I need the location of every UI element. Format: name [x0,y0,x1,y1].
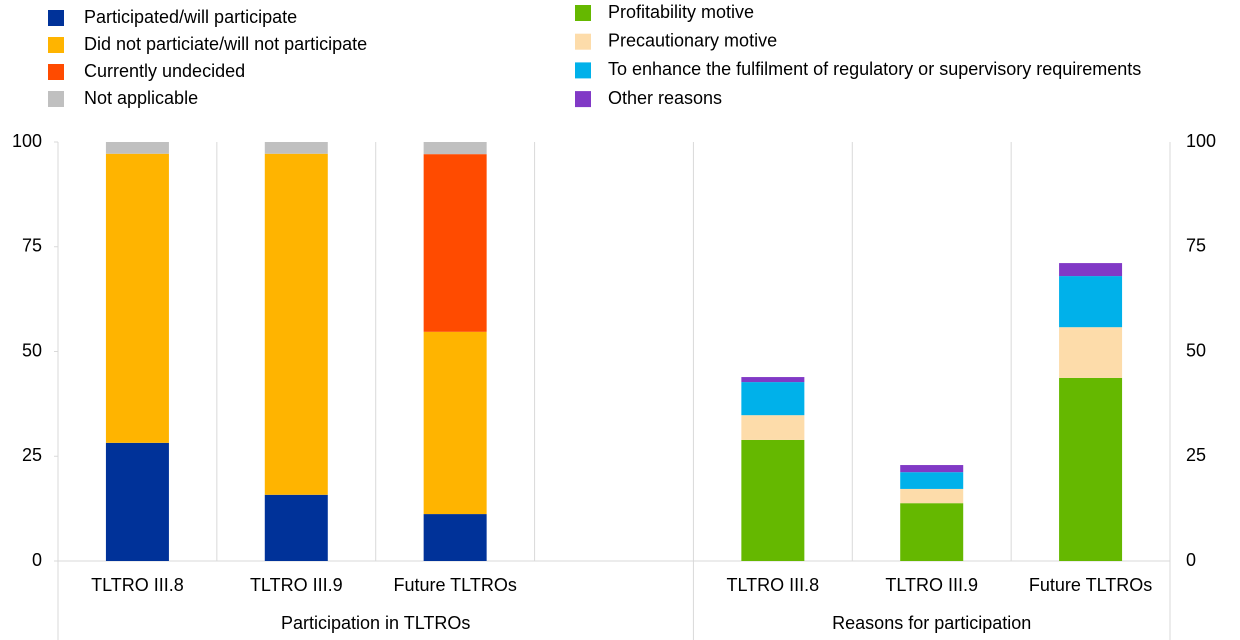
bar-segment [741,377,805,383]
legend-swatch [48,37,64,53]
bar-segment [105,442,169,561]
bar-segment [423,142,487,155]
group-label: Reasons for participation [832,613,1031,633]
bar-segment [423,154,487,332]
bar-segment [423,331,487,515]
bar-segment [1059,276,1123,328]
x-tick-label: TLTRO III.8 [727,575,820,595]
y2-tick-label: 75 [1186,236,1206,256]
legend-label: Currently undecided [84,61,245,81]
group-label: Participation in TLTROs [281,613,470,633]
bar-segment [900,465,964,473]
bar-segment [1059,327,1123,378]
bar-segment [264,494,328,561]
legend-label: Precautionary motive [608,30,777,50]
bar-segment [1059,377,1123,561]
legend-swatch [575,33,591,50]
y2-tick-label: 25 [1186,445,1206,465]
legend-label: Did not particiate/will not participate [84,34,367,54]
y2-tick-label: 50 [1186,340,1206,360]
legend-label: To enhance the fulfilment of regulatory … [608,59,1141,79]
bar-segment [741,382,805,416]
y-tick-label: 75 [22,236,42,256]
x-tick-label: TLTRO III.9 [250,575,343,595]
legend-swatch [48,10,64,26]
bar-segment [423,514,487,561]
bar-segment [105,142,169,154]
legend-swatch [575,62,591,79]
bar-segment [900,503,964,561]
bar-segment [105,153,169,443]
y-tick-label: 25 [22,445,42,465]
bar-segment [900,488,964,504]
x-tick-label: TLTRO III.8 [91,575,184,595]
y2-tick-label: 100 [1186,131,1216,151]
bar-segment [741,439,805,561]
y-tick-label: 0 [32,550,42,570]
bar-segment [1059,263,1123,277]
legend-label: Profitability motive [608,2,754,22]
y-tick-label: 100 [12,131,42,151]
y2-tick-label: 0 [1186,550,1196,570]
legend-swatch [575,5,591,21]
legend-swatch [575,91,591,108]
x-tick-label: Future TLTROs [1029,575,1152,595]
x-tick-label: Future TLTROs [393,575,516,595]
bar-segment [264,142,328,154]
bar-segment [741,415,805,440]
legend-label: Other reasons [608,88,722,108]
legend-label: Participated/will participate [84,7,297,27]
legend-swatch [48,91,64,107]
bar-segment [900,472,964,489]
legend-label: Not applicable [84,88,198,108]
y-tick-label: 50 [22,340,42,360]
bar-segment [264,153,328,495]
x-tick-label: TLTRO III.9 [885,575,978,595]
legend-swatch [48,64,64,80]
